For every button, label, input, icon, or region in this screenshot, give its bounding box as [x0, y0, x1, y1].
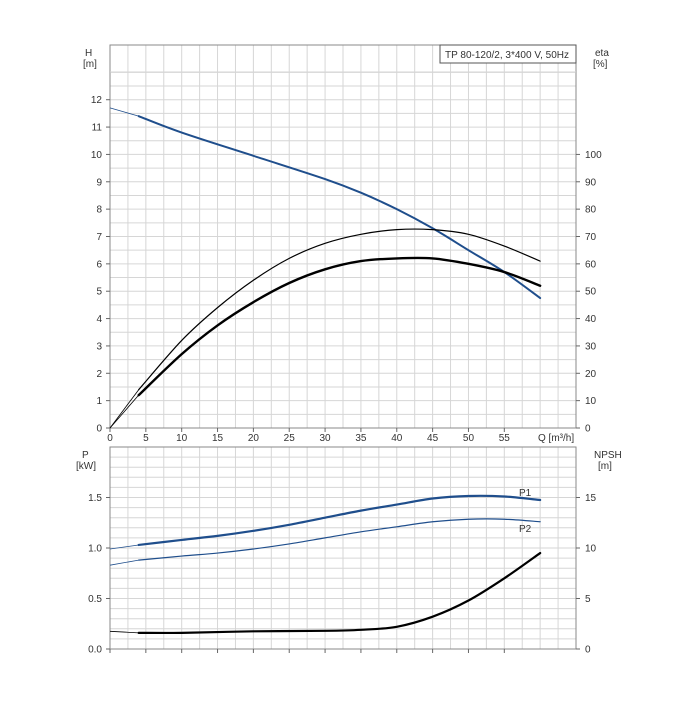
top-xlabel: Q [m³/h] [538, 433, 574, 444]
top-y2-tick-label: 10 [585, 396, 597, 407]
chart-title-box [439, 44, 577, 64]
head-efficiency-panel: 0 5 10 15 20 25 30 35 40 45 50 55012345678910111201… [83, 44, 609, 444]
top-y2-tick-label: 100 [585, 150, 602, 161]
top-y-tick-label: 10 [91, 150, 103, 161]
top-x-tick-label: 50 [463, 433, 475, 444]
bottom-y2-tick-label: 0 [585, 645, 591, 656]
series-label-p1: P1 [519, 488, 532, 499]
bottom-y2-tick-label: 5 [585, 594, 591, 605]
bottom-y-tick-label: 1.0 [88, 544, 102, 555]
bottom-y2label-unit: [m] [598, 461, 612, 472]
top-y2label: eta [595, 48, 609, 59]
top-y2-tick-label: 50 [585, 287, 597, 298]
top-x-tick-label: 35 [355, 433, 367, 444]
npsh-curve [137, 551, 542, 635]
top-y2-tick-label: 70 [585, 232, 597, 243]
head-curve [137, 115, 542, 300]
efficiency-curve-2-extension [109, 394, 139, 429]
efficiency-curve-2 [137, 256, 542, 397]
bottom-series-layer [109, 494, 542, 635]
efficiency-curve-extension [109, 389, 140, 429]
top-x-tick-label: 0 [107, 433, 113, 444]
top-x-tick-label: 55 [499, 433, 511, 444]
top-series-layer [109, 107, 542, 429]
p2-power-curve [138, 518, 541, 561]
top-y-tick-label: 8 [96, 205, 102, 216]
top-y2-tick-label: 0 [585, 424, 591, 435]
top-y2-tick-label: 60 [585, 259, 597, 270]
series-label-p2: P2 [519, 524, 532, 535]
top-x-tick-label: 20 [248, 433, 260, 444]
bottom-y2-tick-label: 10 [585, 544, 597, 555]
npsh-curve-extension [109, 630, 139, 634]
top-x-tick-label: 40 [391, 433, 403, 444]
top-y2-tick-label: 20 [585, 369, 597, 380]
bottom-ylabel: P [82, 450, 89, 461]
bottom-tick-labels: 0.0 0.5 1.0 1.5 0 5 10 15 [88, 493, 596, 656]
power-npsh-panel: 0.0 0.5 1.0 1.5 0 5 10 15 P [kW] NPSH [m] P1 P2 [76, 446, 622, 656]
top-y-tick-label: 11 [92, 123, 103, 134]
top-y-tick-label: 7 [96, 232, 102, 243]
p2-power-curve-extension [109, 559, 139, 566]
bottom-y2-tick-label: 15 [585, 493, 597, 504]
top-grid [110, 45, 577, 428]
top-y-tick-label: 12 [91, 95, 103, 106]
bottom-y2label: NPSH [594, 450, 622, 461]
top-x-tick-label: 15 [212, 433, 224, 444]
top-ylabel-unit: [m] [83, 59, 97, 70]
top-y2-tick-label: 30 [585, 341, 597, 352]
top-y-tick-label: 9 [96, 177, 102, 188]
p1-power-curve [137, 494, 542, 547]
top-y-tick-label: 3 [96, 341, 102, 352]
bottom-y-tick-label: 0.5 [88, 594, 102, 605]
top-y-tick-label: 1 [96, 396, 102, 407]
top-x-tick-label: 45 [427, 433, 439, 444]
top-y-tick-label: 2 [96, 369, 102, 380]
top-x-tick-label: 30 [320, 433, 332, 444]
top-y-tick-label: 5 [96, 287, 102, 298]
top-y2-tick-label: 80 [585, 205, 597, 216]
bottom-grid [110, 447, 577, 649]
p1-power-curve-extension [109, 544, 139, 550]
top-y2label-unit: [%] [593, 59, 608, 70]
top-x-tick-label: 25 [284, 433, 296, 444]
chart-title: TP 80-120/2, 3*400 V, 50Hz [445, 50, 569, 61]
top-y-tick-label: 4 [96, 314, 102, 325]
bottom-y-tick-label: 0.0 [88, 645, 102, 656]
top-x-tick-label: 10 [176, 433, 188, 444]
head-curve-extension [109, 107, 139, 117]
top-tick-labels: 0 5 10 15 20 25 30 35 40 45 50 55012345678910111201… [91, 95, 602, 444]
top-y2-tick-label: 40 [585, 314, 597, 325]
top-ylabel: H [85, 48, 92, 59]
bottom-ylabel-unit: [kW] [76, 461, 96, 472]
bottom-y-tick-label: 1.5 [88, 493, 102, 504]
top-y2-tick-label: 90 [585, 177, 597, 188]
top-y-tick-label: 6 [96, 259, 102, 270]
top-x-tick-label: 5 [143, 433, 149, 444]
top-y-tick-label: 0 [96, 424, 102, 435]
efficiency-curve [138, 228, 541, 391]
